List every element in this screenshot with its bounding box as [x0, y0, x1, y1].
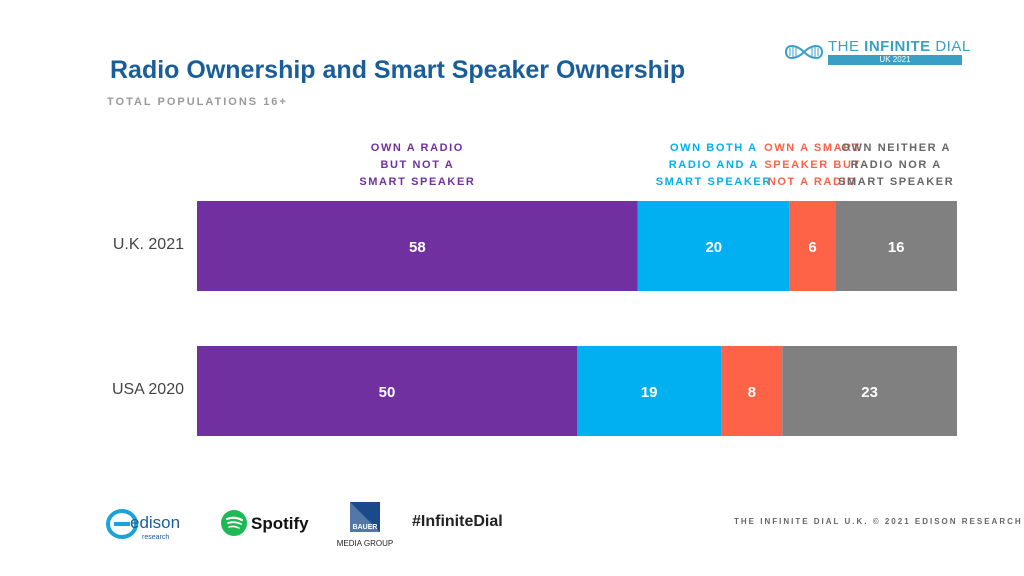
edison-research-logo: edison research [106, 509, 180, 541]
bar-segment-u-k-2021-s3 [789, 201, 836, 291]
data-label-usa-2020-s3: 8 [748, 384, 756, 401]
data-label-u-k-2021-s3: 6 [808, 239, 816, 256]
data-label-usa-2020-s1: 50 [379, 384, 396, 401]
legend-item-3: OWN A SMART SPEAKER BUT NOT A RADIO [764, 142, 862, 188]
bar-segment-usa-2020-s1 [197, 346, 577, 436]
edison-logo-text: edison [130, 513, 180, 532]
data-label-usa-2020-s2: 19 [641, 384, 658, 401]
bar-segment-u-k-2021-s2 [637, 201, 790, 291]
bar-segment-u-k-2021-s1 [197, 201, 638, 291]
brand-name-bold: INFINITE [864, 38, 931, 55]
legend-item-1: OWN A RADIO BUT NOT A SMART SPEAKER [359, 142, 476, 188]
bar-segment-u-k-2021-s4 [835, 201, 957, 291]
brand-subtitle: UK 2021 [828, 55, 962, 65]
legend-item-2: OWN BOTH A RADIO AND A SMART SPEAKER [655, 142, 772, 188]
bar-segment-usa-2020-s2 [577, 346, 722, 436]
bauer-logo-subtext: MEDIA GROUP [337, 539, 393, 548]
data-label-u-k-2021-s4: 16 [888, 239, 905, 256]
hashtag: #InfiniteDial [412, 513, 503, 530]
spotify-logo-text: Spotify [251, 514, 309, 533]
legend-item-4: OWN NEITHER A RADIO NOR A SMART SPEAKER [838, 142, 955, 188]
data-label-u-k-2021-s1: 58 [409, 239, 426, 256]
bar-segment-usa-2020-s4 [782, 346, 957, 436]
edison-logo-subtext: research [142, 534, 169, 541]
copyright-note: THE INFINITE DIAL U.K. © 2021 EDISON RES… [734, 517, 1023, 526]
brand-name-light: THE [828, 38, 865, 55]
chart-title: Radio Ownership and Smart Speaker Owners… [110, 56, 686, 84]
brand-name-end: DIAL [930, 38, 971, 55]
bauer-logo-text: BAUER [353, 524, 378, 531]
chart-subtitle: TOTAL POPULATIONS 16+ [107, 96, 288, 108]
brand-name: THE INFINITE DIAL [828, 38, 971, 55]
bauer-media-group-logo: BAUER MEDIA GROUP [337, 502, 393, 548]
infinity-wave-icon [784, 45, 824, 59]
data-label-u-k-2021-s2: 20 [705, 239, 722, 256]
infinite-dial-logo: THE INFINITE DIAL UK 2021 [782, 38, 970, 68]
spotify-logo: Spotify [221, 510, 309, 536]
bar-segment-usa-2020-s3 [721, 346, 783, 436]
data-label-usa-2020-s4: 23 [861, 384, 878, 401]
category-label-usa-2020: USA 2020 [111, 381, 184, 398]
category-label-u-k-2021: U.K. 2021 [112, 236, 184, 253]
